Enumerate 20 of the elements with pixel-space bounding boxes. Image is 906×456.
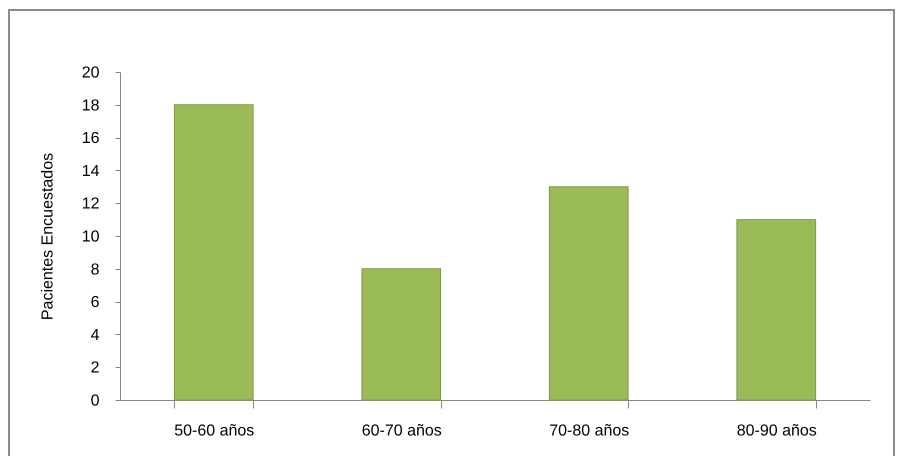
x-tick-label: 60-70 años: [362, 422, 442, 440]
y-tick-label: 2: [90, 360, 100, 377]
x-tick-label: 80-90 años: [736, 422, 817, 440]
bar: [548, 186, 629, 400]
bar: [361, 268, 442, 400]
bar: [736, 219, 816, 400]
y-tick-label: 4: [90, 326, 100, 344]
x-tick-label: 70-80 años: [549, 422, 630, 440]
y-tick-label: 18: [82, 97, 100, 114]
y-axis-title: Pacientes Encuestados: [40, 152, 57, 320]
y-tick-label: 12: [82, 196, 100, 213]
y-tick-label: 8: [90, 261, 100, 278]
y-tick-label: 6: [90, 294, 100, 312]
y-tick-label: 16: [82, 130, 100, 148]
y-tick-label: 20: [82, 64, 100, 82]
bar: [174, 104, 254, 400]
x-tick-label: 50-60 años: [174, 422, 254, 440]
y-tick-label: 0: [90, 392, 100, 410]
y-tick-label: 10: [82, 228, 100, 246]
y-tick-label: 14: [82, 162, 100, 180]
